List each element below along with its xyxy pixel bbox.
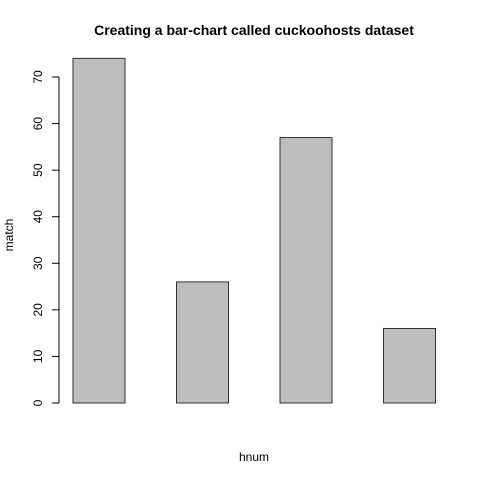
chart-title: Creating a bar-chart called cuckoohosts … — [94, 22, 414, 38]
bar — [279, 137, 333, 404]
y-tick-label: 10 — [31, 349, 45, 363]
y-tick-label: 30 — [31, 256, 45, 270]
y-tick-label: 40 — [31, 210, 45, 224]
x-axis-label: hnum — [239, 450, 269, 464]
y-tick-label: 60 — [31, 117, 45, 131]
y-tick-label: 50 — [31, 163, 45, 177]
y-axis-label: match — [2, 219, 16, 252]
bar — [176, 281, 229, 404]
y-tick-label: 70 — [31, 70, 45, 84]
bar — [383, 327, 436, 404]
y-tick-label: 20 — [31, 303, 45, 317]
bar — [72, 57, 126, 404]
y-tick-label: 0 — [31, 399, 45, 406]
